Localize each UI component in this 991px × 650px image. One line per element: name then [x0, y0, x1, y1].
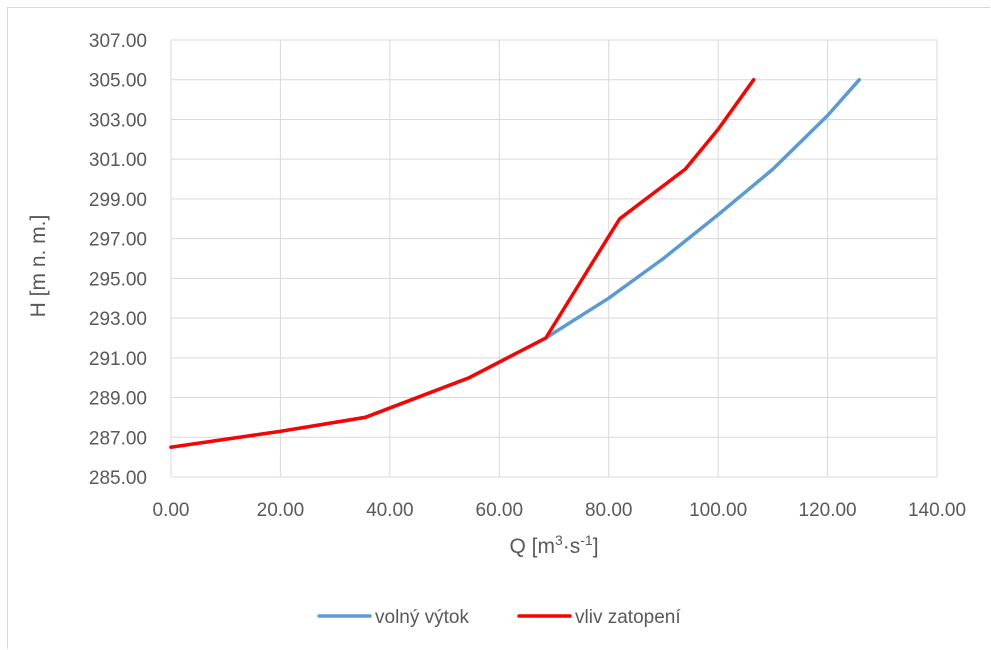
x-tick-label: 80.00: [585, 500, 633, 521]
series-line-2: [169, 77, 756, 449]
y-tick-label: 285.00: [89, 468, 147, 489]
y-tick-label: 305.00: [89, 71, 147, 92]
x-tick-label: 140.00: [908, 500, 966, 521]
y-tick-label: 297.00: [89, 230, 147, 251]
x-tick-label: 100.00: [689, 500, 747, 521]
y-tick-label: 295.00: [89, 269, 147, 290]
series-layer: [169, 77, 862, 449]
x-tick-label: 120.00: [799, 500, 857, 521]
gridlines: [170, 39, 938, 478]
x-tick-labels: 0.00 20.00 40.00 60.00 80.00 100.00 120.00 140.…: [153, 500, 967, 521]
x-tick-label: 60.00: [476, 500, 524, 521]
legend-label-2: vliv zatopení: [575, 607, 681, 628]
chart-frame: [7, 7, 990, 649]
legend: volný výtok vliv zatopení: [317, 607, 681, 628]
y-tick-label: 289.00: [89, 389, 147, 410]
y-tick-label: 293.00: [89, 309, 147, 330]
series-line-1: [169, 77, 862, 449]
x-tick-label: 40.00: [366, 500, 414, 521]
x-axis-title: Q [m3·s-1]: [509, 532, 598, 558]
x-tick-label: 0.00: [153, 500, 190, 521]
y-tick-label: 291.00: [89, 349, 147, 370]
y-tick-label: 287.00: [89, 428, 147, 449]
y-tick-label: 303.00: [89, 110, 147, 131]
legend-label-1: volný výtok: [375, 607, 469, 628]
y-tick-label: 299.00: [89, 190, 147, 211]
y-tick-label: 301.00: [89, 150, 147, 171]
y-tick-labels: 285.00 287.00 289.00 291.00 293.00 295.00 297.…: [89, 31, 147, 489]
y-tick-label: 307.00: [89, 31, 147, 52]
x-tick-label: 20.00: [257, 500, 305, 521]
y-axis-title: H [m n. m.]: [27, 215, 50, 318]
